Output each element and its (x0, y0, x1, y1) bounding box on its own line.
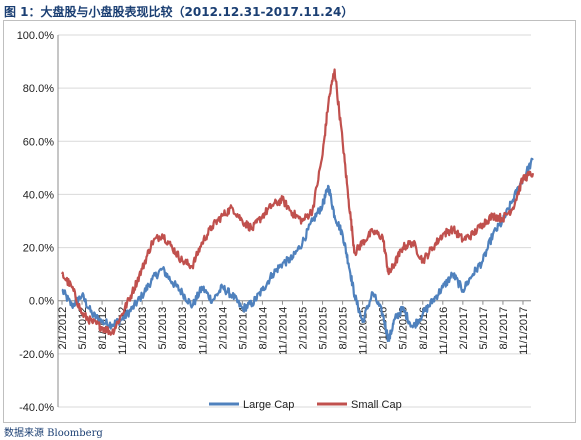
x-tick-label: 2/1/2015 (298, 307, 310, 350)
y-tick-label: -40.0% (19, 402, 54, 414)
x-tick-label: 5/1/2014 (237, 307, 249, 350)
series-line-large-cap (61, 157, 534, 343)
y-tick-label: 60.0% (23, 136, 54, 148)
y-tick-label: 40.0% (23, 189, 54, 201)
x-tick-label: 11/1/2017 (518, 307, 530, 355)
chart-title: 图 1：大盘股与小盘股表现比较（2012.12.31-2017.11.24） (4, 5, 354, 19)
x-tick-label: 11/1/2016 (438, 307, 450, 355)
y-tick-label: 80.0% (23, 83, 54, 95)
series-line-small-cap (61, 68, 535, 336)
legend: Large Cap Small Cap (209, 399, 402, 411)
x-tick-label: 5/1/2013 (157, 307, 169, 350)
chart-frame: -40.0% -20.0% 0.0% 20.0% 40.0% 60.0% 80.0% 100.… (3, 20, 576, 423)
x-tick-label: 11/1/2014 (277, 307, 289, 355)
x-tick-label: 2/1/2013 (137, 307, 149, 350)
x-tick-label: 8/1/2014 (257, 307, 269, 350)
source-note: 数据来源 Bloomberg (4, 428, 103, 439)
y-tick-label: 20.0% (23, 243, 54, 255)
x-tick-label: 8/1/2015 (338, 307, 350, 350)
x-tick-label: 8/1/2017 (498, 307, 510, 350)
x-tick-label: 2/1/2016 (378, 307, 390, 350)
y-tick-label: 100.0% (17, 30, 55, 42)
x-tick-label: 11/1/2013 (197, 307, 209, 355)
legend-label: Large Cap (243, 399, 294, 411)
line-chart: -40.0% -20.0% 0.0% 20.0% 40.0% 60.0% 80.0% 100.… (17, 30, 535, 414)
x-tick-label: 2/1/2017 (458, 307, 470, 350)
y-tick-label: 0.0% (29, 296, 54, 308)
x-tick-label: 2/1/2012 (57, 307, 69, 350)
x-tick-label: 2/1/2014 (217, 307, 229, 350)
legend-label: Small Cap (351, 399, 402, 411)
x-axis-ticks: 2/1/2012 5/1/2012 8/1/2012 11/1/2012 2/1/201… (57, 300, 530, 355)
series-layer (61, 68, 535, 343)
x-tick-label: 8/1/2013 (177, 307, 189, 350)
x-tick-label: 5/1/2015 (318, 307, 330, 350)
y-axis-ticks: -40.0% -20.0% 0.0% 20.0% 40.0% 60.0% 80.0% 100.… (17, 30, 55, 414)
y-tick-label: -20.0% (19, 349, 54, 361)
x-tick-label: 5/1/2017 (478, 307, 490, 350)
